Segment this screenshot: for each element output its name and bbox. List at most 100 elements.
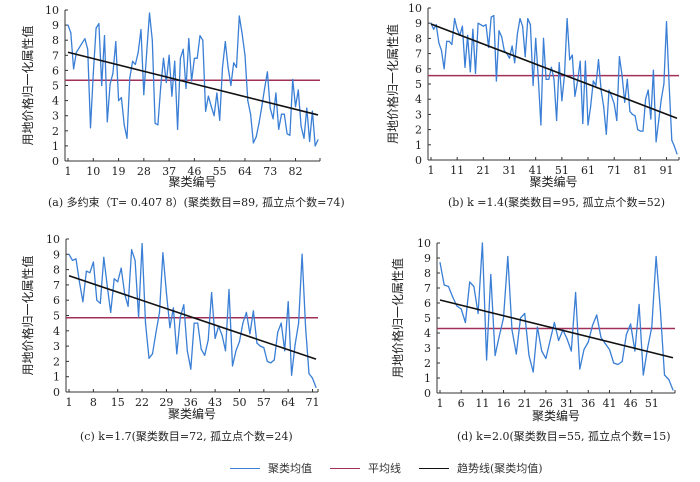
x-tick-label-a: 37	[162, 165, 176, 178]
data-point-b	[626, 78, 628, 80]
data-point-c	[252, 310, 254, 312]
x-tick-label-c: 1	[66, 396, 73, 409]
data-point-c	[113, 278, 115, 280]
data-point-b	[647, 89, 649, 91]
x-tick-label-d: 41	[602, 397, 616, 410]
data-point-c	[75, 258, 77, 260]
data-point-d	[498, 335, 500, 337]
data-point-b	[498, 30, 500, 32]
x-tick-label-a: 64	[238, 165, 252, 178]
data-point-c	[249, 333, 251, 335]
data-point-b	[477, 22, 479, 24]
data-point-d	[600, 336, 602, 339]
y-tick-label-c: 3	[53, 340, 60, 353]
y-tick-label-b: 6	[415, 63, 422, 76]
data-point-a	[244, 54, 246, 56]
data-point-b	[611, 95, 613, 97]
y-tick-label-b: 0	[415, 154, 422, 167]
data-point-a	[250, 113, 252, 115]
data-point-b	[461, 25, 463, 27]
x-tick-label-a: 1	[65, 165, 72, 178]
data-point-a	[123, 124, 125, 126]
data-point-b	[579, 60, 581, 62]
y-tick-label-a: 7	[52, 49, 59, 62]
y-tick-label-d: 2	[424, 357, 431, 370]
data-point-b	[514, 62, 516, 64]
data-point-a	[106, 121, 108, 123]
data-point-a	[258, 122, 260, 124]
trend-line-a	[67, 51, 319, 116]
y-tick-label-d: 8	[424, 267, 431, 280]
data-point-c	[207, 339, 209, 341]
data-point-d	[481, 242, 483, 244]
data-point-c	[193, 322, 195, 324]
data-point-b	[490, 16, 492, 18]
x-tick-label-c: 29	[159, 396, 173, 409]
data-point-a	[115, 41, 117, 43]
data-point-a	[101, 84, 103, 87]
data-point-a	[272, 118, 274, 120]
y-tick-label-d: 1	[424, 372, 431, 385]
x-tick-label-d: 26	[539, 397, 553, 410]
data-point-a	[81, 42, 83, 44]
data-point-c	[259, 345, 261, 347]
y-tick-label-d: 6	[424, 297, 431, 310]
data-point-b	[545, 78, 547, 80]
data-point-a	[314, 145, 316, 147]
data-point-c	[106, 285, 108, 287]
data-point-a	[264, 87, 266, 90]
trend-line-d	[439, 299, 674, 359]
data-point-a	[87, 48, 89, 50]
x-tick-label-b: 91	[660, 164, 674, 177]
data-point-d	[613, 362, 615, 364]
data-point-b	[433, 28, 435, 30]
x-tick-label-d: 51	[645, 397, 659, 410]
data-point-a	[146, 51, 148, 53]
data-point-b	[542, 37, 545, 40]
y-tick-label-a: 10	[45, 4, 59, 17]
data-point-a	[255, 136, 257, 138]
data-point-a	[67, 24, 69, 26]
data-point-c	[155, 331, 157, 333]
data-point-c	[200, 348, 202, 350]
y-tick-label-d: 4	[424, 327, 431, 340]
data-point-d	[536, 326, 539, 328]
data-point-a	[216, 92, 218, 94]
x-tick-label-d: 16	[497, 397, 511, 410]
data-point-b	[631, 113, 634, 115]
data-point-b	[658, 119, 660, 122]
data-point-a	[179, 57, 181, 59]
data-point-c	[287, 301, 289, 303]
data-point-d	[507, 255, 509, 258]
data-point-d	[651, 326, 653, 328]
data-point-d	[570, 350, 572, 352]
data-point-d	[439, 261, 441, 264]
series-cluster-mean-c	[68, 242, 317, 388]
x-tick-label-a: 55	[213, 165, 227, 178]
data-point-d	[549, 339, 551, 342]
y-tick-label-a: 6	[52, 64, 59, 77]
data-point-d	[456, 305, 458, 307]
data-point-c	[151, 353, 154, 355]
x-tick-label-b: 11	[450, 164, 464, 177]
legend-label-cluster-mean: 聚类均值	[268, 462, 312, 475]
data-point-b	[584, 60, 587, 62]
x-tick-label-b: 71	[607, 164, 621, 177]
data-point-d	[587, 341, 589, 343]
y-tick-label-d: 5	[424, 312, 431, 325]
data-point-d	[469, 281, 471, 283]
x-tick-label-c: 22	[135, 396, 149, 409]
data-point-b	[556, 119, 558, 122]
data-point-c	[92, 261, 94, 263]
data-point-b	[650, 118, 652, 120]
x-tick-label-d: 36	[581, 397, 595, 410]
data-point-a	[73, 68, 75, 70]
data-point-a	[154, 122, 156, 124]
data-point-d	[659, 308, 661, 310]
data-point-b	[553, 78, 555, 80]
caption-b: (b) k =1.4(聚类数目=95, 孤立点个数=52)	[448, 196, 665, 209]
y-tick-label-c: 1	[53, 371, 60, 384]
x-tick-label-b: 1	[428, 164, 435, 177]
y-tick-label-a: 1	[52, 140, 59, 153]
data-point-d	[630, 323, 632, 325]
